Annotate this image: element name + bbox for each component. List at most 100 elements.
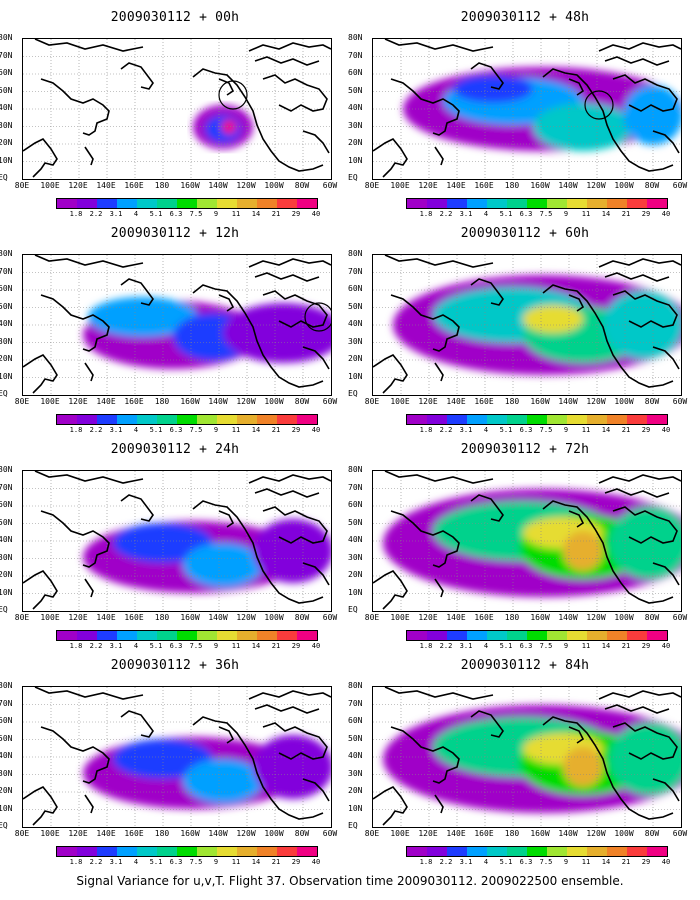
colorbar-label: 14 — [601, 642, 611, 650]
longitude-label: 80W — [294, 829, 310, 838]
colorbar-label: 40 — [311, 642, 321, 650]
coastline — [434, 146, 444, 166]
colorbar-label: 29 — [641, 858, 651, 866]
colorbar-swatch — [57, 415, 77, 424]
longitude-label: 140E — [446, 829, 466, 838]
colorbar-swatch — [607, 199, 627, 208]
longitude-label: 100E — [390, 181, 410, 190]
colorbar-swatch — [77, 847, 97, 856]
longitude-label: 60W — [672, 613, 688, 622]
colorbar-swatch — [487, 847, 507, 856]
longitude-label: 160E — [124, 829, 144, 838]
coastline — [384, 471, 494, 484]
colorbar-label: 9 — [213, 210, 219, 218]
colorbar-swatch — [487, 631, 507, 640]
panel-title: 2009030112 + 36h — [110, 658, 240, 673]
latitude-label: 50N — [348, 517, 363, 527]
colorbar — [56, 414, 318, 425]
colorbar-label: 21 — [271, 426, 281, 434]
latitude-label: EQ — [348, 821, 358, 830]
colorbar-swatch — [587, 631, 607, 640]
colorbar-swatch — [627, 847, 647, 856]
colorbar — [406, 198, 668, 209]
colorbar-label: 6.3 — [169, 426, 183, 434]
latitude-label: 10N — [348, 803, 363, 813]
colorbar-label: 7.5 — [189, 642, 203, 650]
coastline — [373, 569, 408, 610]
colorbar-swatch — [137, 199, 157, 208]
colorbar-swatch — [527, 847, 547, 856]
variance-contour — [183, 543, 263, 587]
coastline — [23, 785, 58, 826]
longitude-label: 120W — [586, 829, 606, 838]
coastline — [568, 294, 585, 312]
latitude-label: EQ — [348, 389, 358, 398]
colorbar-swatch — [297, 847, 317, 856]
longitude-label: 140W — [558, 829, 578, 838]
longitude-label: 140E — [96, 829, 116, 838]
longitude-label: 120W — [586, 181, 606, 190]
colorbar-swatch — [197, 847, 217, 856]
latitude-label: 70N — [348, 50, 363, 60]
longitude-label: 100E — [40, 397, 60, 406]
longitude-label: 80E — [14, 829, 30, 838]
colorbar-swatch — [177, 199, 197, 208]
longitude-label: 160E — [124, 181, 144, 190]
latitude-label: 30N — [348, 120, 363, 130]
coastline — [604, 488, 670, 498]
variance-contour — [623, 85, 681, 145]
longitude-label: 160W — [180, 613, 200, 622]
latitude-label: 50N — [0, 85, 13, 95]
latitude-label: EQ — [0, 821, 8, 830]
latitude-label: 30N — [348, 336, 363, 346]
colorbar-label: 4 — [133, 426, 139, 434]
colorbar-label: 7.5 — [539, 426, 553, 434]
colorbar-swatch — [507, 847, 527, 856]
colorbar-label: 6.3 — [519, 858, 533, 866]
longitude-label: 120W — [586, 397, 606, 406]
colorbar-swatch — [447, 631, 467, 640]
latitude-label: 10N — [0, 803, 13, 813]
colorbar — [406, 414, 668, 425]
colorbar — [406, 630, 668, 641]
latitude-label: 40N — [348, 751, 363, 760]
latitude-label: 30N — [0, 768, 13, 778]
variance-contour — [88, 297, 198, 337]
coastline — [34, 471, 144, 484]
map-plot — [372, 38, 682, 180]
colorbar-swatch — [117, 415, 137, 424]
map-panel: 2009030112 + 00h 80N 70N 60N 50N 40N 30N 20N 10N… — [0, 0, 350, 222]
colorbar-label: 2.2 — [89, 210, 103, 218]
map-plot — [22, 38, 332, 180]
longitude-label: 80E — [14, 181, 30, 190]
colorbar-swatch — [257, 415, 277, 424]
colorbar-label: 40 — [311, 426, 321, 434]
latitude-label: 60N — [348, 284, 363, 293]
longitude-label: 100W — [264, 613, 284, 622]
longitude-label: 180 — [504, 613, 520, 622]
map-plot — [372, 470, 682, 612]
coastline — [470, 494, 504, 522]
colorbar-swatch — [77, 199, 97, 208]
latitude-label: 40N — [348, 319, 363, 328]
coastline — [248, 258, 331, 268]
longitude-label: 120E — [418, 397, 438, 406]
map-panel: 2009030112 + 12h 80N 70N 60N 50N 40N 30N 20N 10N… — [0, 216, 350, 438]
longitude-label: 160W — [530, 181, 550, 190]
coastline — [598, 42, 681, 52]
variance-field — [383, 489, 681, 597]
colorbar-label: 3.1 — [109, 858, 123, 866]
coastline — [373, 353, 408, 394]
coastline — [23, 569, 58, 610]
longitude-label: 160E — [474, 829, 494, 838]
variance-contour — [222, 120, 236, 134]
colorbar-swatch — [467, 415, 487, 424]
colorbar-swatch — [467, 631, 487, 640]
coastline — [192, 68, 324, 172]
longitude-label: 80E — [364, 181, 380, 190]
coastline — [652, 562, 680, 586]
colorbar-swatch — [197, 631, 217, 640]
colorbar-swatch — [407, 415, 427, 424]
panel-title: 2009030112 + 72h — [460, 442, 590, 457]
colorbar-swatch — [97, 631, 117, 640]
